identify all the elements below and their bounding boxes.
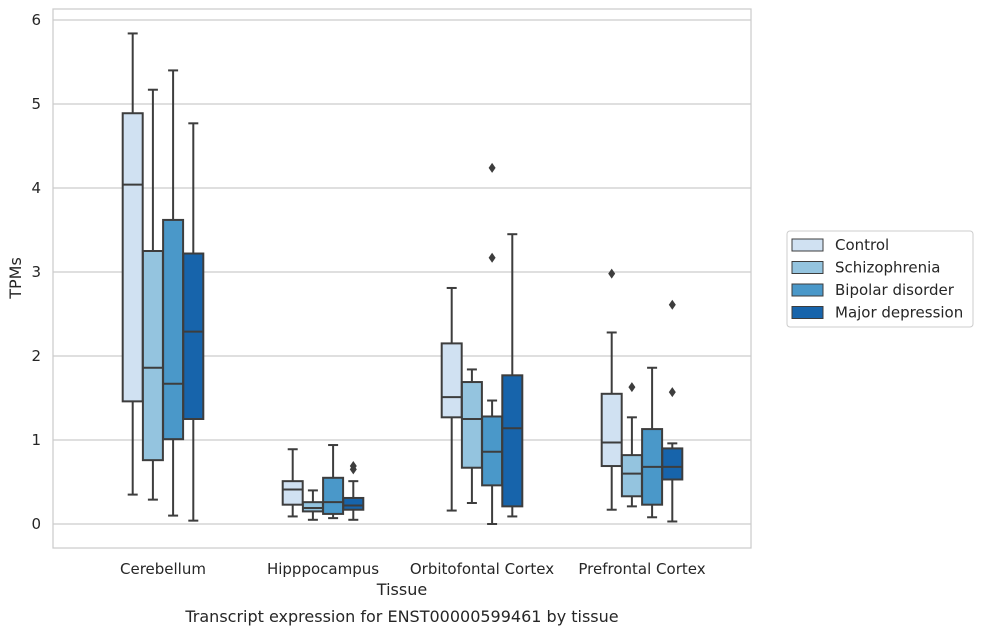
box-1-2 (322, 444, 345, 520)
box-iqr (661, 447, 684, 481)
legend-label: Control (835, 236, 889, 254)
outlier-point (488, 162, 496, 173)
x-tick-label: Cerebellum (120, 560, 206, 578)
box-iqr (182, 252, 205, 420)
outlier-point (668, 299, 676, 310)
outlier-point (628, 382, 636, 393)
box-iqr (322, 476, 345, 515)
box-iqr (162, 218, 185, 441)
y-tick-label: 3 (31, 263, 41, 281)
legend-swatch (791, 283, 824, 297)
y-tick-label: 4 (31, 179, 41, 197)
outlier-point (349, 461, 357, 472)
y-tick-label: 1 (31, 431, 41, 449)
legend-swatch (791, 238, 824, 252)
legend-label: Bipolar disorder (835, 281, 955, 299)
box-iqr (141, 250, 164, 462)
outlier-point (608, 268, 616, 279)
box-0-1 (141, 88, 164, 501)
outlier-point (668, 387, 676, 398)
y-tick-label: 0 (31, 515, 41, 533)
x-tick-label: Orbitofontal Cortex (410, 560, 554, 578)
y-tick-label: 2 (31, 347, 41, 365)
box-iqr (121, 112, 144, 403)
y-axis-label: TPMs (6, 257, 25, 300)
y-tick-label: 5 (31, 95, 41, 113)
box-2-0 (440, 286, 463, 512)
box-2-1 (460, 368, 483, 504)
legend-label: Major depression (835, 304, 963, 322)
box-1-0 (281, 448, 304, 518)
x-tick-label: Prefrontal Cortex (578, 560, 705, 578)
legend: Control Schizophrenia Bipolar disorder Majo… (786, 230, 974, 328)
box-iqr (501, 374, 524, 508)
y-tick-labels: 0 1 2 3 4 5 6 (31, 11, 41, 533)
box-2-2 (481, 162, 504, 525)
legend-frame (786, 230, 974, 328)
box-iqr (620, 454, 643, 498)
outlier-point (488, 252, 496, 263)
box-iqr (301, 501, 324, 513)
box-1-1 (301, 489, 324, 521)
x-tick-label: Hipppocampus (267, 560, 379, 578)
box-iqr (440, 342, 463, 419)
box-3-0 (600, 268, 623, 511)
chart-caption: Transcript expression for ENST0000059946… (184, 607, 618, 626)
x-tick-labels: Cerebellum Hipppocampus Orbitofontal Corte… (120, 560, 706, 578)
box-3-3 (661, 299, 684, 523)
box-iqr (600, 392, 623, 468)
legend-swatch (791, 306, 824, 319)
box-2-3 (501, 233, 524, 518)
box-1-3 (342, 461, 365, 521)
box-0-3 (182, 122, 205, 522)
x-axis-label: Tissue (376, 580, 427, 599)
box-iqr (460, 381, 483, 469)
y-tick-label: 6 (31, 11, 41, 29)
box-3-1 (620, 382, 643, 508)
box-iqr (342, 496, 365, 511)
box-iqr (281, 480, 304, 506)
boxes (121, 32, 684, 525)
legend-label: Schizophrenia (835, 259, 940, 277)
legend-swatch (791, 261, 824, 274)
